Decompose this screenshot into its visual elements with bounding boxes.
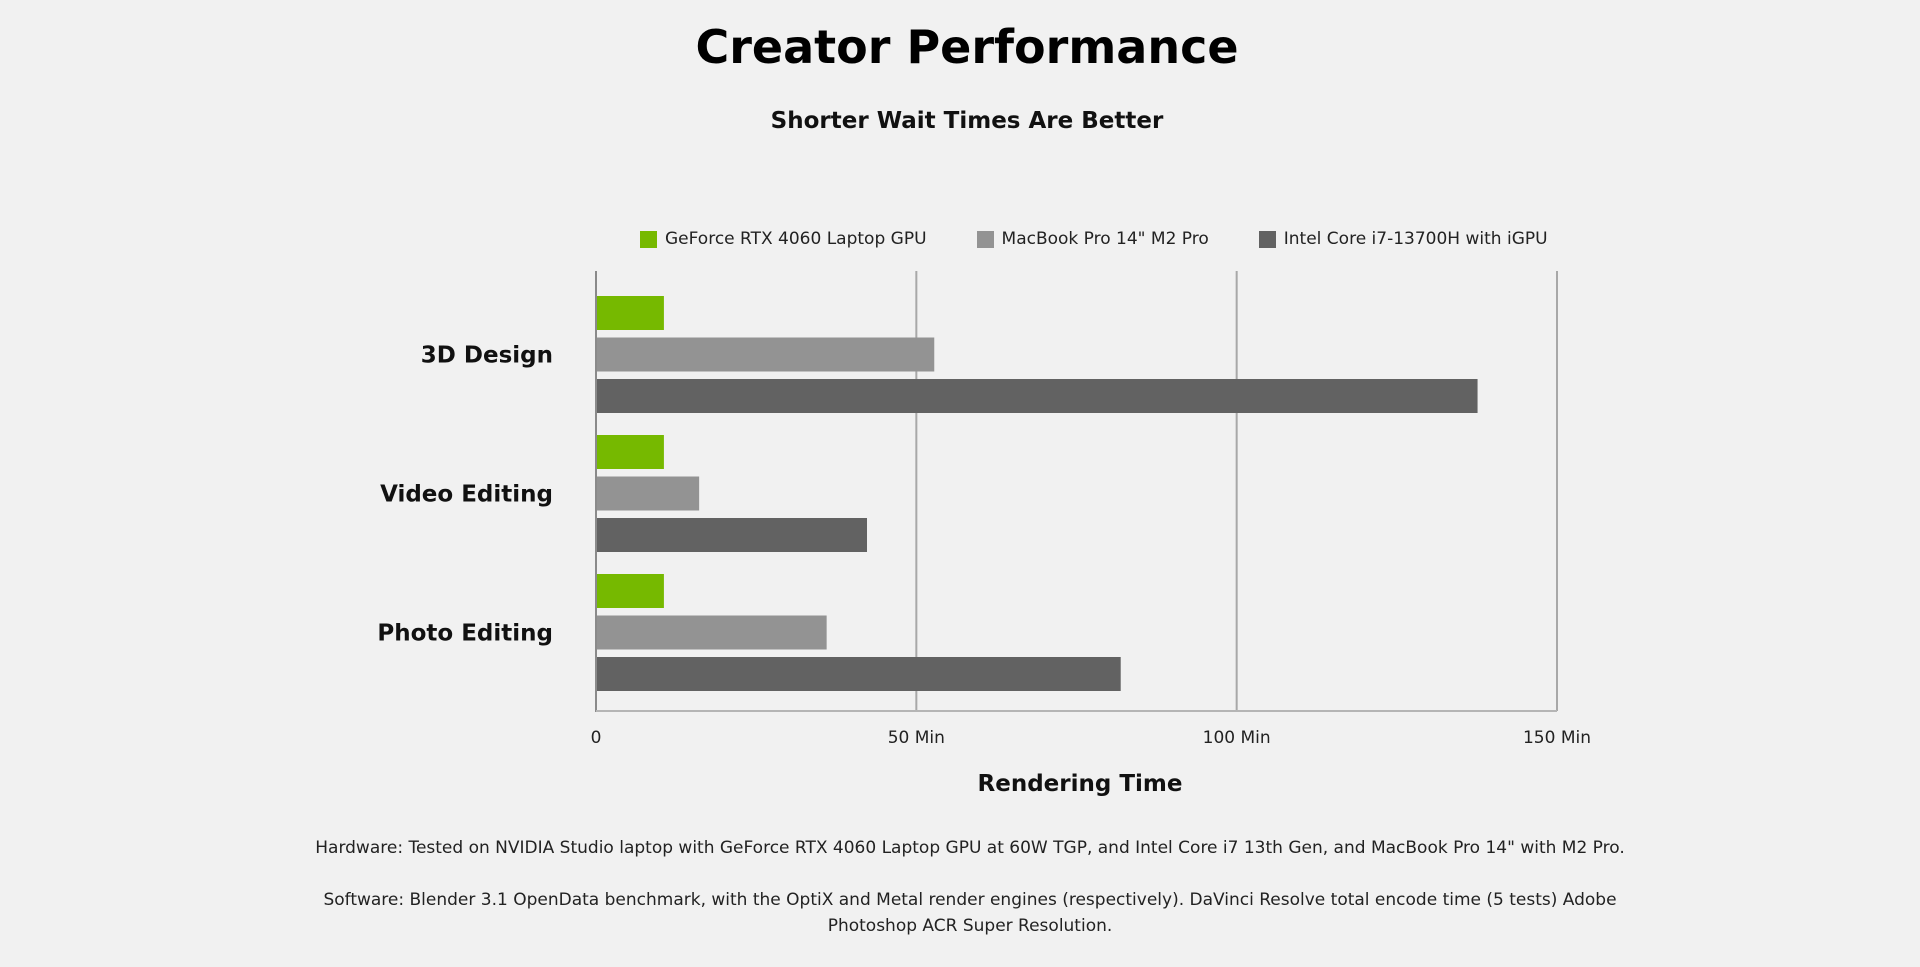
labels: 0 50 Min 100 Min 150 Min 3D Design Video Edit… <box>377 343 1591 798</box>
legend-item-geforce-rtx-4060-laptop-gpu: GeForce RTX 4060 Laptop GPU <box>640 229 927 249</box>
bars <box>597 296 1478 691</box>
bar-photo-editing-geforce-rtx-4060-laptop-gpu <box>597 574 664 608</box>
legend-item-macbook-pro-14-m2-pro: MacBook Pro 14" M2 Pro <box>976 229 1209 249</box>
bar-3d-design-macbook-pro-14-m2-pro <box>597 337 935 372</box>
footnote-hardware: Hardware: Tested on NVIDIA Studio laptop… <box>315 838 1625 858</box>
legend-swatch <box>1258 230 1276 248</box>
x-axis-title: Rendering Time <box>978 771 1183 797</box>
category-label: Video Editing <box>380 482 553 508</box>
x-tick-label: 50 Min <box>888 728 945 748</box>
legend-swatch <box>976 230 994 248</box>
legend-label: MacBook Pro 14" M2 Pro <box>1001 229 1209 249</box>
bar-photo-editing-macbook-pro-14-m2-pro <box>597 615 827 650</box>
chart-title: Creator Performance <box>695 20 1239 74</box>
legend-label: Intel Core i7-13700H with iGPU <box>1283 229 1548 249</box>
bar-3d-design-intel-core-i7-13700h-with-igpu <box>597 379 1478 413</box>
legend: GeForce RTX 4060 Laptop GPU MacBook Pro 1… <box>640 226 1598 252</box>
x-tick-label: 100 Min <box>1203 728 1271 748</box>
legend-swatch <box>640 230 657 248</box>
bar-video-editing-macbook-pro-14-m2-pro <box>597 476 700 511</box>
category-label: 3D Design <box>421 343 553 369</box>
legend-label: GeForce RTX 4060 Laptop GPU <box>665 229 927 249</box>
x-tick-label: 0 <box>591 728 602 748</box>
bar-video-editing-geforce-rtx-4060-laptop-gpu <box>597 435 664 469</box>
legend-item-intel-core-i7-13700h-with-igpu: Intel Core i7-13700H with iGPU <box>1258 229 1548 249</box>
chart-subtitle: Shorter Wait Times Are Better <box>770 108 1164 134</box>
axes <box>595 271 1557 712</box>
x-tick-label: 150 Min <box>1523 728 1591 748</box>
category-label: Photo Editing <box>377 621 553 647</box>
bar-photo-editing-intel-core-i7-13700h-with-igpu <box>597 657 1121 691</box>
gridlines <box>915 271 1558 711</box>
bar-chart: 0 50 Min 100 Min 150 Min 3D Design Video Edit… <box>377 271 1591 798</box>
footnote-software: Software: Blender 3.1 OpenData benchmark… <box>323 890 1617 936</box>
bar-3d-design-geforce-rtx-4060-laptop-gpu <box>597 296 664 330</box>
bar-video-editing-intel-core-i7-13700h-with-igpu <box>597 518 868 552</box>
